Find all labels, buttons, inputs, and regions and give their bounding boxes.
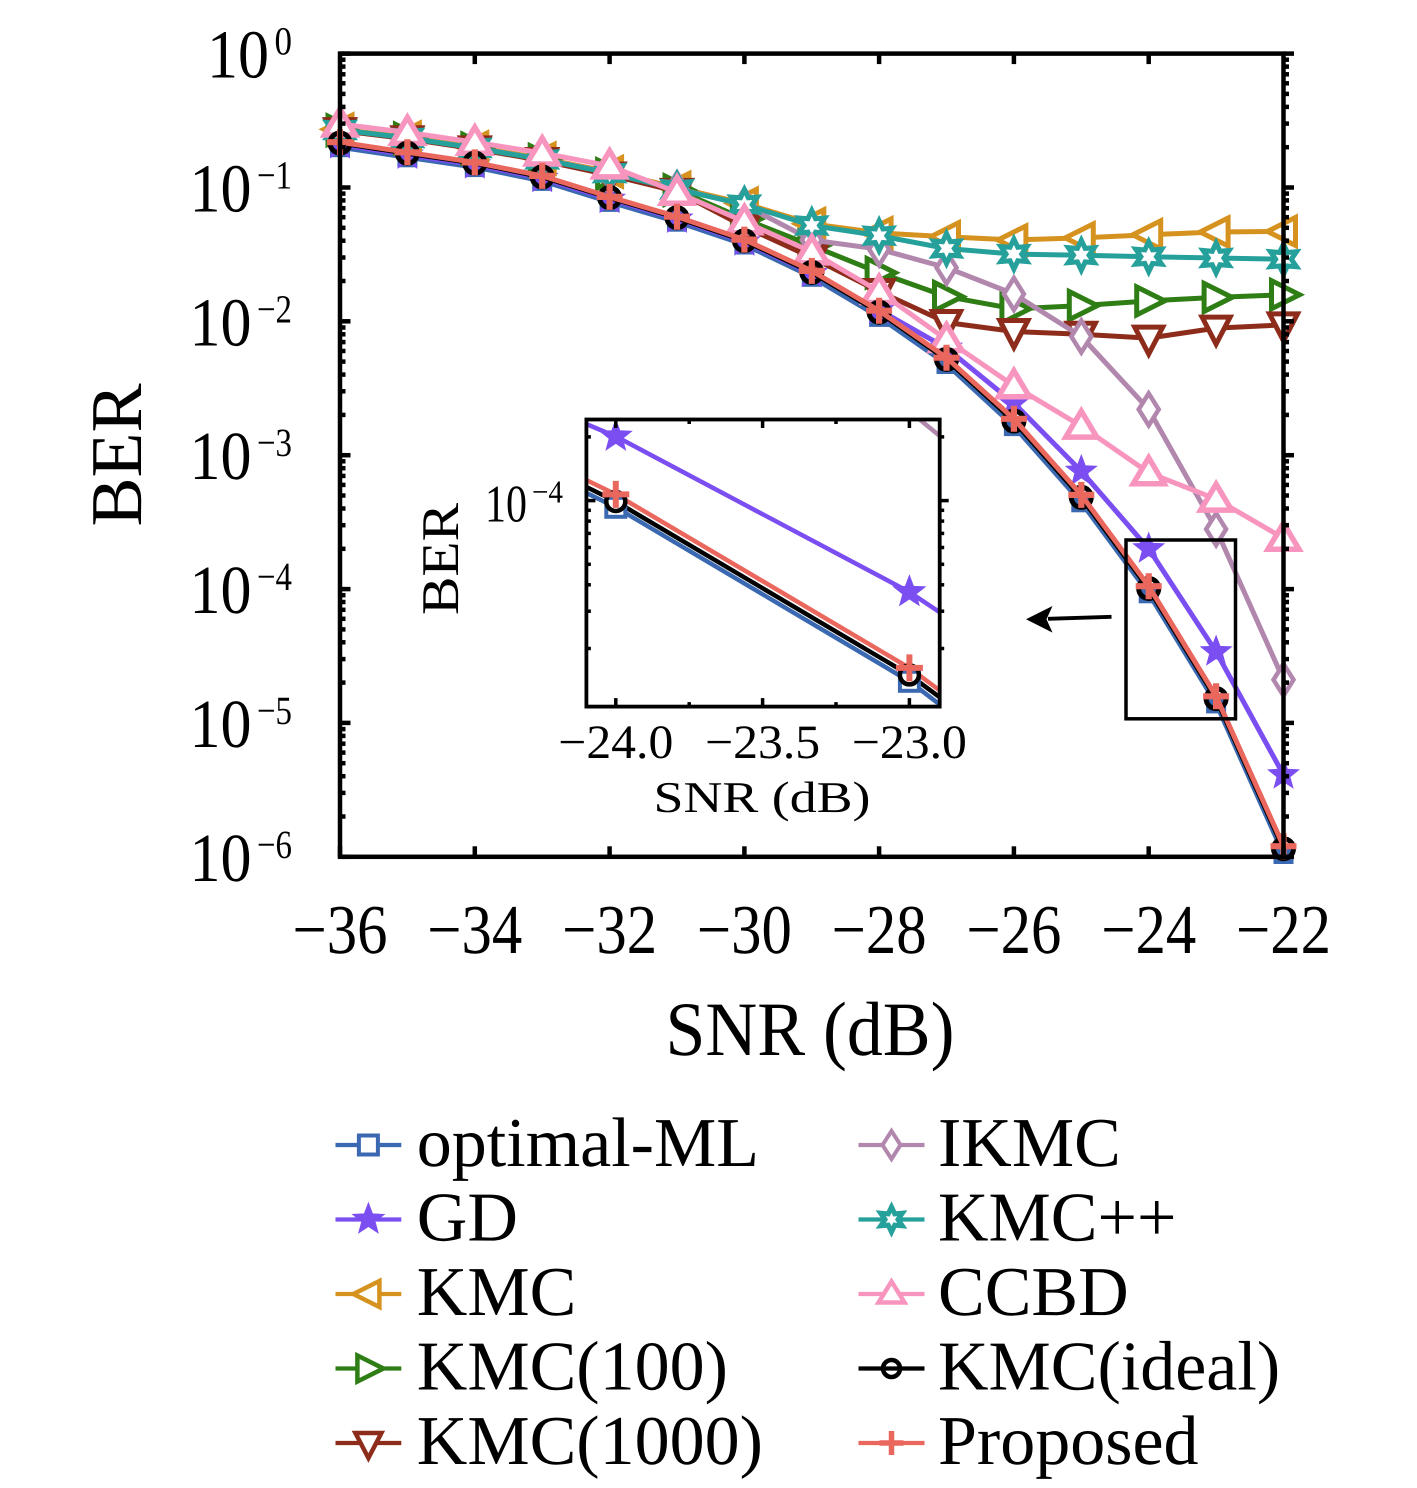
svg-text:KMC(1000): KMC(1000) xyxy=(417,1403,763,1480)
svg-text:−28: −28 xyxy=(832,892,927,969)
svg-text:−24.0: −24.0 xyxy=(558,716,673,769)
svg-text:Proposed: Proposed xyxy=(938,1403,1199,1480)
svg-text:−23.0: −23.0 xyxy=(852,716,967,769)
svg-text:10: 10 xyxy=(485,476,527,534)
svg-text:−24: −24 xyxy=(1101,892,1196,969)
svg-text:−3: −3 xyxy=(257,420,292,465)
svg-text:IKMC: IKMC xyxy=(938,1105,1121,1182)
svg-text:10: 10 xyxy=(190,686,252,762)
svg-text:−2: −2 xyxy=(257,286,292,331)
svg-text:−4: −4 xyxy=(257,554,292,599)
svg-text:−23.5: −23.5 xyxy=(705,716,820,769)
svg-text:10: 10 xyxy=(190,418,252,494)
svg-text:KMC(ideal): KMC(ideal) xyxy=(938,1329,1280,1406)
svg-text:10: 10 xyxy=(190,552,252,628)
svg-text:−1: −1 xyxy=(257,153,292,198)
svg-text:10: 10 xyxy=(207,17,269,93)
svg-text:SNR (dB): SNR (dB) xyxy=(654,773,871,822)
svg-text:10: 10 xyxy=(190,820,252,896)
svg-text:10: 10 xyxy=(190,151,252,227)
svg-text:KMC(100): KMC(100) xyxy=(417,1329,728,1406)
svg-text:−4: −4 xyxy=(532,474,563,510)
svg-text:−5: −5 xyxy=(257,688,292,733)
svg-text:BER: BER xyxy=(412,502,470,615)
svg-text:−36: −36 xyxy=(293,892,388,969)
svg-text:−34: −34 xyxy=(427,892,522,969)
svg-text:−22: −22 xyxy=(1236,892,1331,969)
svg-text:CCBD: CCBD xyxy=(938,1254,1129,1331)
svg-text:KMC: KMC xyxy=(417,1254,576,1331)
svg-text:GD: GD xyxy=(417,1180,518,1257)
svg-text:optimal-ML: optimal-ML xyxy=(417,1105,759,1182)
svg-text:−26: −26 xyxy=(966,892,1061,969)
svg-text:0: 0 xyxy=(275,19,293,64)
svg-text:SNR (dB): SNR (dB) xyxy=(666,986,955,1072)
svg-text:−6: −6 xyxy=(257,822,292,867)
svg-text:10: 10 xyxy=(190,284,252,360)
svg-text:BER: BER xyxy=(76,383,157,526)
svg-text:−32: −32 xyxy=(562,892,657,969)
svg-text:−30: −30 xyxy=(697,892,792,969)
svg-text:KMC++: KMC++ xyxy=(938,1180,1176,1257)
